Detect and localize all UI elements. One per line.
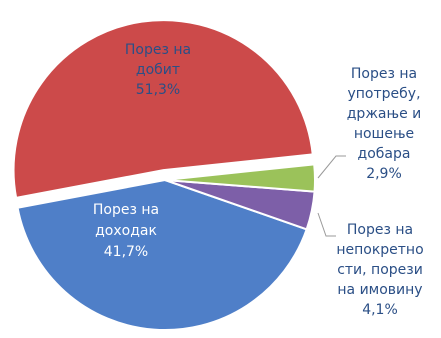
slice-label-line: 4,1% [362,302,398,318]
slice-label-goods: Порез на употребу, држање и ношење добара 2,9… [347,66,422,182]
slice-label-line: на имовину [337,282,422,298]
slice-label-line: 2,9% [366,166,402,182]
slice-label-line: употребу, [347,86,420,102]
slice-label-line: Порез на [351,66,417,82]
pie-slice-income [16,178,308,331]
slice-label-line: доходак [95,223,157,239]
pie-slice-profit [12,19,314,200]
slice-label-line: 51,3% [136,82,180,98]
leader-lines [317,155,346,237]
pie-slice-goods [164,163,316,193]
slice-label-line: добит [136,62,180,78]
slice-label-line: Порез на [125,42,191,58]
slice-labels: Порез на добит 51,3%Порез на доходак 41,7%По… [93,42,424,318]
slice-label-property: Порез на непокретно сти, порези на имовину 4… [336,222,423,318]
pie-slices [12,19,316,331]
slice-label-line: непокретно [336,242,423,258]
slice-label-line: 41,7% [104,244,148,260]
slice-label-line: Порез на [347,222,413,238]
slice-label-profit: Порез на добит 51,3% [125,42,191,98]
leader-line-property [317,212,336,237]
slice-label-line: држање и [347,106,422,122]
slice-label-line: ношење [354,126,414,142]
slice-label-line: добара [358,146,411,162]
slice-label-income: Порез на доходак 41,7% [93,202,159,260]
leader-line-goods [317,155,346,179]
slice-label-line: сти, порези [337,262,423,278]
slice-label-line: Порез на [93,202,159,218]
